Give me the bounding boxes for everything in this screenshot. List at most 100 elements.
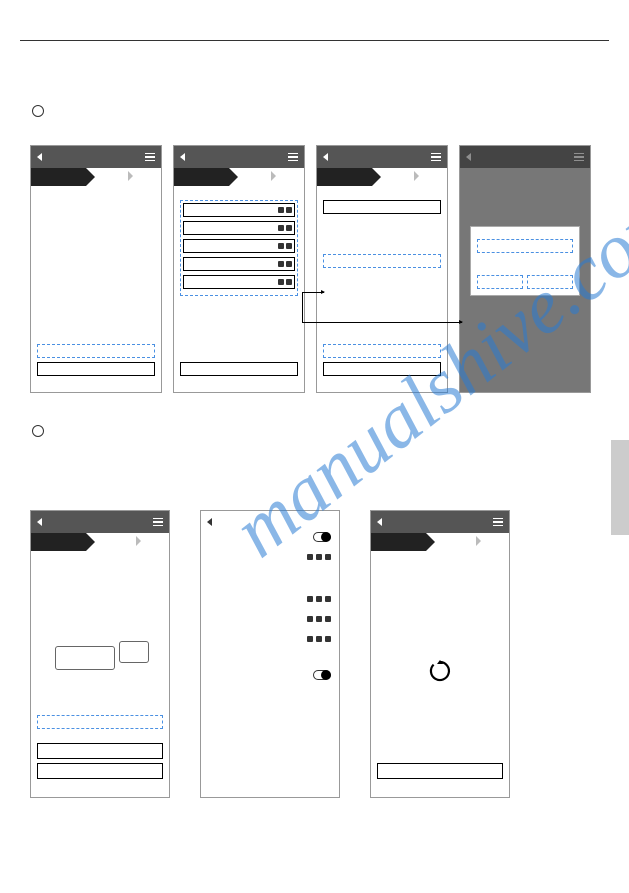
tab-strip (317, 168, 447, 186)
secondary-field[interactable] (323, 344, 441, 358)
text-field[interactable] (323, 200, 441, 214)
primary-button[interactable] (377, 763, 503, 779)
loading-spinner-icon (428, 659, 452, 683)
tab-strip (31, 168, 161, 186)
secondary-toggle[interactable] (313, 670, 331, 680)
screen-content (323, 186, 441, 386)
back-icon[interactable] (37, 153, 42, 161)
screen-2 (173, 145, 305, 393)
input-field[interactable] (37, 344, 155, 358)
lock-icon (286, 207, 292, 213)
menu-icon[interactable] (493, 518, 503, 527)
button-a[interactable] (37, 743, 163, 759)
screen-6 (200, 510, 340, 798)
wifi-item[interactable] (183, 257, 295, 271)
tab-active[interactable] (317, 168, 372, 186)
lock-icon (307, 636, 313, 642)
modal-ok-button[interactable] (527, 275, 573, 289)
wifi-icon (316, 636, 322, 642)
tab-strip (31, 533, 169, 551)
screens-row-1 (30, 145, 599, 395)
tab-active[interactable] (31, 168, 86, 186)
modal-input[interactable] (477, 239, 573, 253)
titlebar (317, 146, 447, 168)
menu-icon[interactable] (153, 518, 163, 527)
flow-arrow (302, 322, 462, 323)
wifi-icon (278, 207, 284, 213)
menu-icon (574, 153, 584, 162)
network-row[interactable] (209, 613, 331, 625)
chevron-right-icon (136, 536, 141, 546)
wifi-item[interactable] (183, 239, 295, 253)
info-icon (325, 616, 331, 622)
button-b[interactable] (37, 763, 163, 779)
tab-strip (371, 533, 509, 551)
lock-icon (307, 616, 313, 622)
chevron-right-icon (414, 171, 419, 181)
screen-content (37, 186, 155, 386)
page-root: manualshive.com (0, 0, 629, 893)
input-field[interactable] (37, 715, 163, 729)
step-marker-2 (32, 425, 44, 437)
titlebar (174, 146, 304, 168)
primary-button[interactable] (37, 362, 155, 376)
secondary-toggle-row (209, 669, 331, 681)
wifi-item[interactable] (183, 221, 295, 235)
titlebar (31, 146, 161, 168)
chevron-right-icon (128, 171, 133, 181)
screen-5 (30, 510, 170, 798)
screen-7 (370, 510, 510, 798)
wifi-item[interactable] (183, 275, 295, 289)
tab-active[interactable] (174, 168, 229, 186)
wifi-settings-list (209, 531, 331, 681)
wifi-item[interactable] (183, 203, 295, 217)
tab-active[interactable] (371, 533, 426, 551)
menu-icon[interactable] (145, 153, 155, 162)
back-icon[interactable] (180, 153, 185, 161)
indoor-unit-illustration (55, 646, 115, 670)
network-row[interactable] (209, 633, 331, 645)
screen-4 (459, 145, 591, 393)
wifi-icon (316, 554, 322, 560)
screen-content (37, 551, 163, 791)
menu-icon[interactable] (288, 153, 298, 162)
page-side-tab (611, 440, 629, 535)
primary-button[interactable] (180, 362, 298, 376)
lock-icon (286, 279, 292, 285)
lock-icon (286, 261, 292, 267)
wifi-icon (316, 616, 322, 622)
flow-arrow (302, 292, 324, 293)
wifi-toggle[interactable] (313, 532, 331, 542)
back-icon[interactable] (323, 153, 328, 161)
network-row[interactable] (209, 551, 331, 563)
lock-icon (286, 243, 292, 249)
chevron-right-icon (271, 171, 276, 181)
back-icon[interactable] (377, 518, 382, 526)
back-icon[interactable] (207, 518, 212, 526)
password-field[interactable] (323, 254, 441, 268)
modal-cancel-button[interactable] (477, 275, 523, 289)
primary-button[interactable] (323, 362, 441, 376)
header-rule (20, 40, 609, 41)
wifi-icon (278, 279, 284, 285)
step-marker-1 (32, 105, 44, 117)
info-icon (325, 636, 331, 642)
screens-row-2 (30, 510, 599, 800)
lock-icon (307, 596, 313, 602)
titlebar (31, 511, 169, 533)
lock-icon (307, 554, 313, 560)
back-icon[interactable] (37, 518, 42, 526)
lock-icon (286, 225, 292, 231)
network-row[interactable] (209, 593, 331, 605)
tab-strip (174, 168, 304, 186)
wifi-master-toggle-row (209, 531, 331, 543)
titlebar (371, 511, 509, 533)
menu-icon[interactable] (431, 153, 441, 162)
wifi-icon (278, 225, 284, 231)
device-callout (119, 641, 149, 663)
back-icon (466, 153, 471, 161)
wifi-icon (278, 261, 284, 267)
tab-active[interactable] (31, 533, 86, 551)
titlebar (460, 146, 590, 168)
screen-content (180, 186, 298, 386)
